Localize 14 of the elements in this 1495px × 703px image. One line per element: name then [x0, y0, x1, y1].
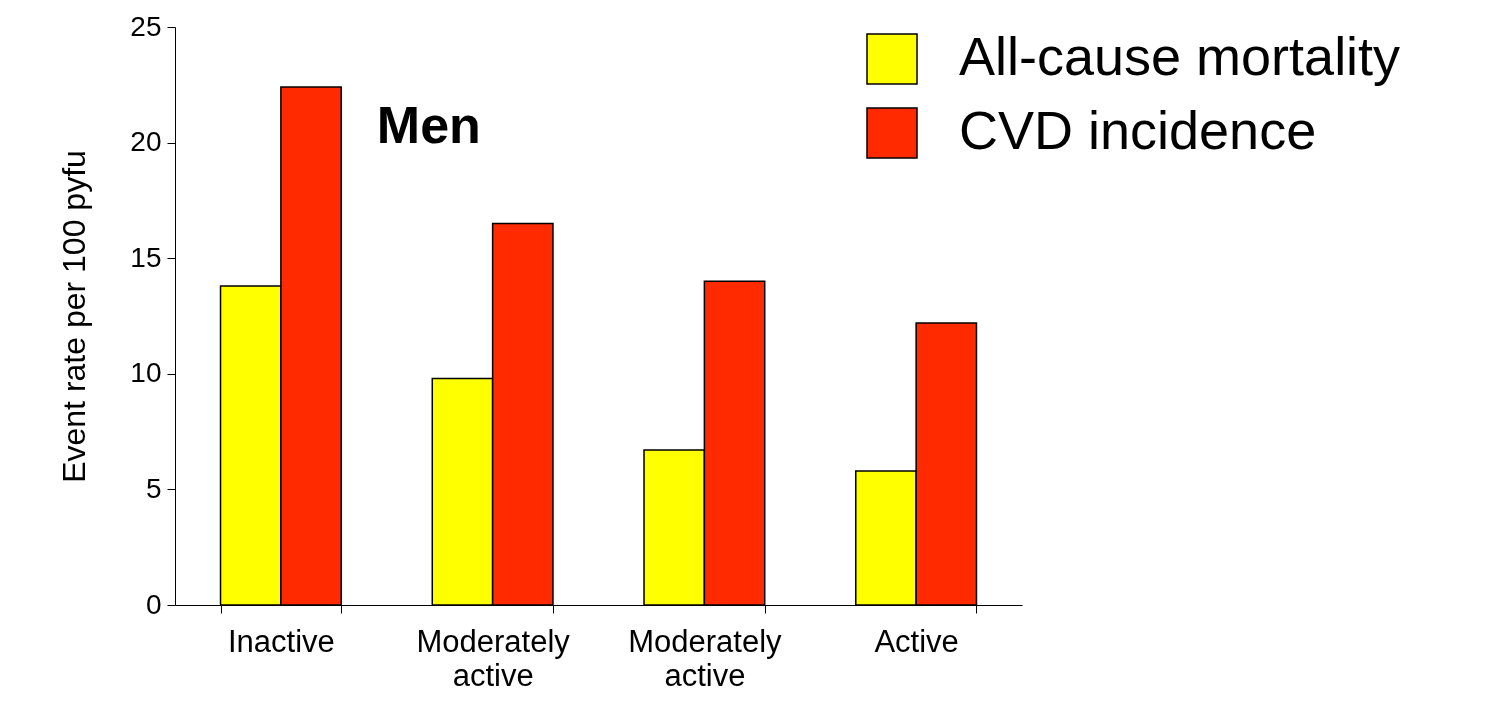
legend-label: All-cause mortality: [959, 26, 1401, 86]
y-tick-label: 0: [145, 588, 162, 620]
y-tick-label: 15: [130, 241, 162, 273]
y-tick-label: 5: [145, 472, 162, 504]
x-tick-label: Moderately active: [416, 623, 571, 693]
y-axis-title: Event rate per 100 pyfu: [56, 150, 93, 483]
y-tick-label: 25: [130, 10, 162, 42]
x-tick-label: Moderately active: [628, 623, 783, 693]
y-tick-label: 20: [130, 126, 162, 158]
y-tick-label: 10: [130, 357, 162, 389]
legend-label: CVD incidence: [959, 100, 1317, 160]
x-tick-label: Inactive: [227, 623, 335, 659]
text: Men: [376, 96, 481, 154]
x-tick-label: Active: [874, 623, 959, 659]
